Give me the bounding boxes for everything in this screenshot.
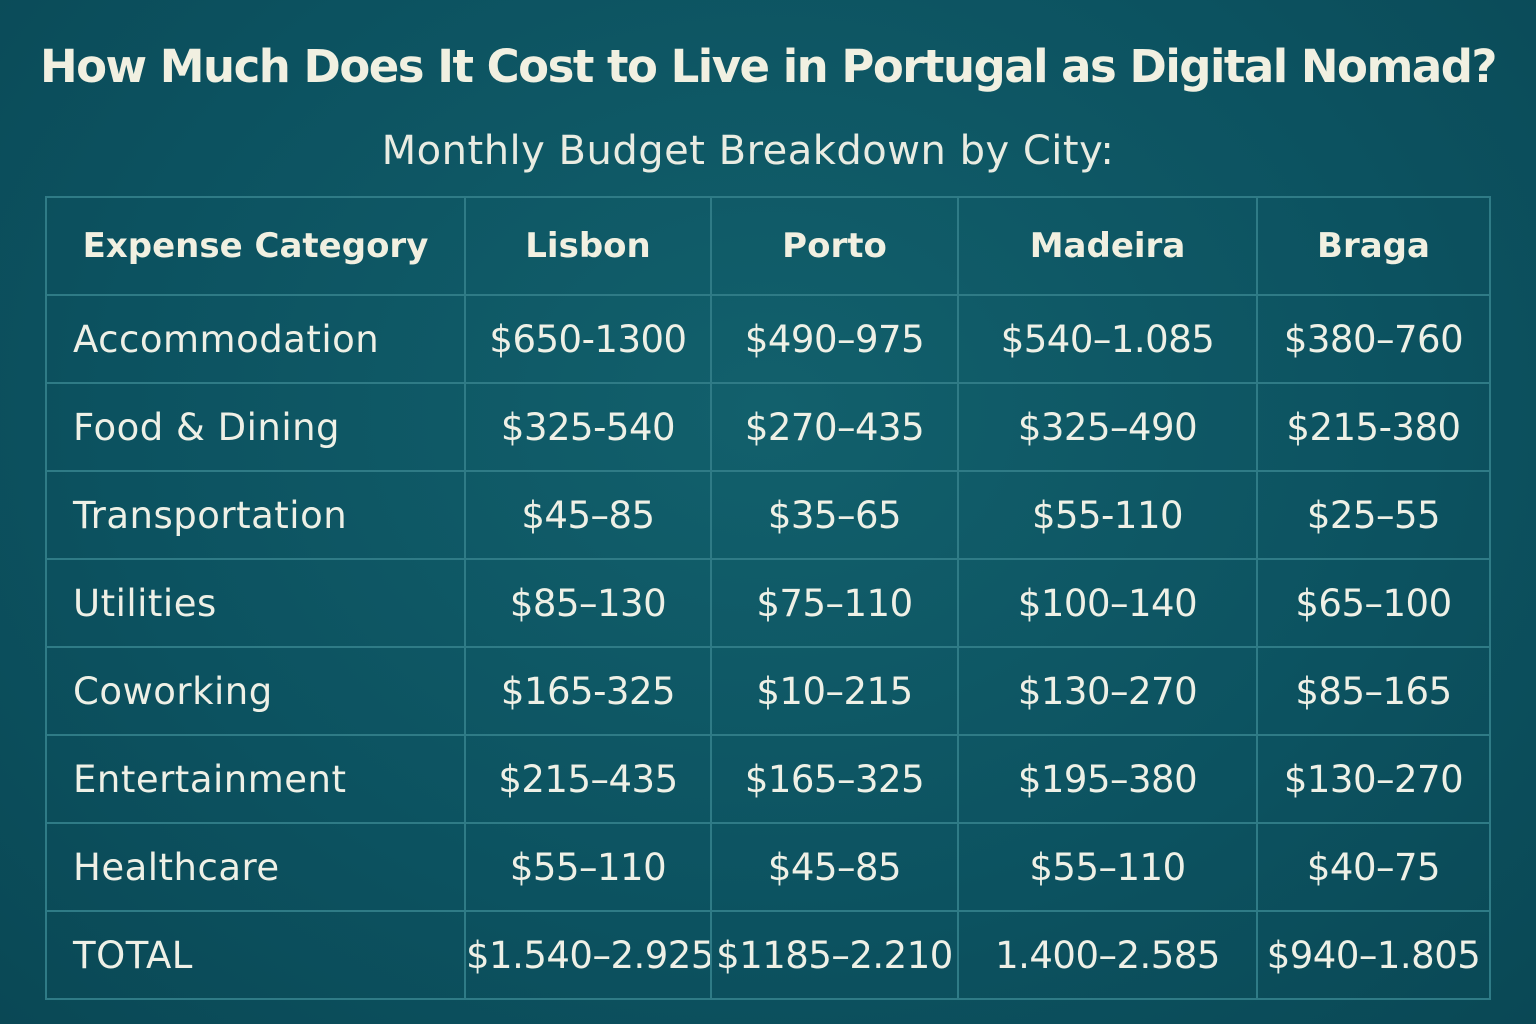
category-cell: Healthcare [45,822,466,912]
table-row-coworking: Coworking $165-325 $10–215 $130–270 $85–… [45,646,1491,736]
cost-cell-madeira: $55–110 [957,822,1258,912]
total-cell-porto: $1185–2.210 [710,910,959,1000]
cost-cell-braga: $130–270 [1256,734,1491,824]
column-header-expense-category: Expense Category [45,196,466,296]
category-cell: Entertainment [45,734,466,824]
cost-cell-porto: $165–325 [710,734,959,824]
cost-cell-madeira: $100–140 [957,558,1258,648]
cost-cell-porto: $10–215 [710,646,959,736]
budget-table: Expense Category Lisbon Porto Madeira Br… [45,196,1491,1000]
cost-cell-porto: $35–65 [710,470,959,560]
cost-cell-braga: $40–75 [1256,822,1491,912]
cost-cell-braga: $380–760 [1256,294,1491,384]
cost-cell-braga: $85–165 [1256,646,1491,736]
column-header-porto: Porto [710,196,959,296]
category-cell: Coworking [45,646,466,736]
page-subtitle: Monthly Budget Breakdown by City: [381,128,1115,174]
column-header-madeira: Madeira [957,196,1258,296]
cost-cell-porto: $270–435 [710,382,959,472]
cost-cell-braga: $25–55 [1256,470,1491,560]
total-cell-lisbon: $1.540–2.925 [464,910,712,1000]
table-header-row: Expense Category Lisbon Porto Madeira Br… [45,196,1491,296]
table-row-utilities: Utilities $85–130 $75–110 $100–140 $65–1… [45,558,1491,648]
category-cell: Utilities [45,558,466,648]
total-cell-braga: $940–1.805 [1256,910,1491,1000]
total-cell-madeira: 1.400–2.585 [957,910,1258,1000]
cost-cell-porto: $75–110 [710,558,959,648]
table-row-accommodation: Accommodation $650-1300 $490–975 $540–1.… [45,294,1491,384]
cost-cell-madeira: $540–1.085 [957,294,1258,384]
cost-cell-porto: $45–85 [710,822,959,912]
page-title: How Much Does It Cost to Live in Portuga… [39,40,1498,93]
cost-cell-madeira: $325–490 [957,382,1258,472]
cost-cell-lisbon: $55–110 [464,822,712,912]
cost-cell-braga: $65–100 [1256,558,1491,648]
column-header-braga: Braga [1256,196,1491,296]
column-header-lisbon: Lisbon [464,196,712,296]
cost-cell-lisbon: $165-325 [464,646,712,736]
table-row-entertainment: Entertainment $215–435 $165–325 $195–380… [45,734,1491,824]
cost-cell-madeira: $130–270 [957,646,1258,736]
category-cell: Transportation [45,470,466,560]
table-row-transportation: Transportation $45–85 $35–65 $55-110 $25… [45,470,1491,560]
cost-cell-madeira: $195–380 [957,734,1258,824]
cost-cell-lisbon: $650-1300 [464,294,712,384]
cost-cell-madeira: $55-110 [957,470,1258,560]
category-cell: TOTAL [45,910,466,1000]
cost-cell-lisbon: $215–435 [464,734,712,824]
category-cell: Accommodation [45,294,466,384]
cost-cell-braga: $215-380 [1256,382,1491,472]
cost-cell-lisbon: $325-540 [464,382,712,472]
table-row-food-dining: Food & Dining $325-540 $270–435 $325–490… [45,382,1491,472]
table-row-healthcare: Healthcare $55–110 $45–85 $55–110 $40–75 [45,822,1491,912]
category-cell: Food & Dining [45,382,466,472]
table-row-total: TOTAL $1.540–2.925 $1185–2.210 1.400–2.5… [45,910,1491,1000]
cost-cell-lisbon: $45–85 [464,470,712,560]
cost-cell-lisbon: $85–130 [464,558,712,648]
cost-cell-porto: $490–975 [710,294,959,384]
